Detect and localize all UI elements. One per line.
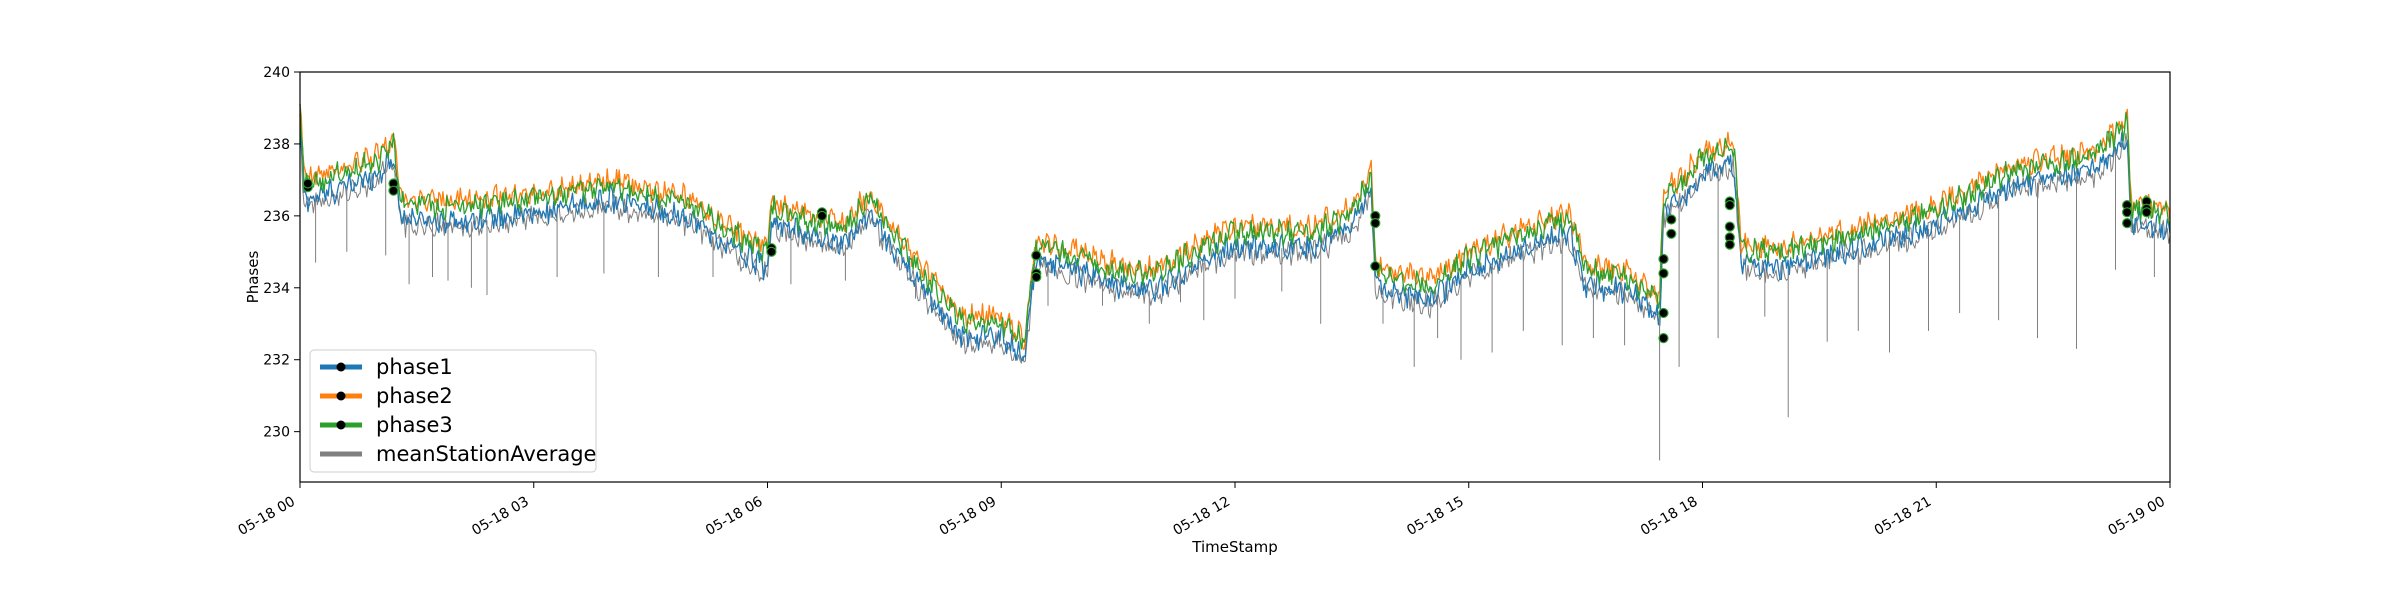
x-tick-label-3: 05-18 09	[937, 494, 1000, 539]
legend-label-meanStationAverage: meanStationAverage	[376, 442, 596, 466]
event-marker-16	[1658, 307, 1669, 319]
event-marker-3	[388, 185, 399, 196]
event-marker-19	[1666, 228, 1677, 239]
legend-marker-phase2	[336, 391, 346, 401]
y-tick-label-4: 238	[263, 137, 290, 153]
series-line-phase3	[299, 103, 2171, 350]
x-tick-label-2: 05-18 06	[703, 494, 766, 539]
legend-marker-phase3	[336, 420, 346, 430]
x-tick-label-6: 05-18 18	[1638, 494, 1701, 539]
legend-items: phase1 phase2 phase3 meanStationAverage	[320, 355, 596, 466]
x-axis-label: TimeStamp	[1191, 538, 1277, 556]
legend-label-phase3: phase3	[376, 413, 453, 437]
y-tick-label-1: 232	[263, 353, 290, 369]
marker-layer	[302, 178, 2152, 344]
event-marker-13	[1370, 261, 1381, 272]
event-marker-5	[766, 246, 777, 257]
legend-label-phase1: phase1	[376, 355, 453, 379]
x-axis-ticks: 05-18 00 05-18 03 05-18 06 05-18 09 05-18 12…	[235, 482, 2171, 539]
legend: phase1 phase2 phase3 meanStationAverage	[309, 349, 597, 473]
x-tick-label-8: 05-19 00	[2105, 494, 2168, 539]
event-marker-14	[1658, 253, 1669, 265]
event-marker-1	[302, 178, 313, 189]
x-tick-label-4: 05-18 12	[1170, 494, 1233, 539]
y-tick-label-5: 240	[263, 65, 290, 81]
y-tick-label-0: 230	[263, 425, 290, 441]
legend-box	[309, 349, 597, 473]
x-tick-label-7: 05-18 21	[1872, 494, 1935, 539]
event-marker-26	[2122, 207, 2133, 218]
event-marker-7	[816, 210, 828, 221]
y-tick-label-3: 236	[263, 209, 290, 225]
event-marker-18	[1666, 214, 1677, 225]
y-tick-label-2: 234	[263, 281, 290, 297]
event-marker-27	[2122, 218, 2133, 229]
x-tick-label-1: 05-18 03	[469, 494, 532, 539]
x-tick-label-5: 05-18 15	[1404, 494, 1467, 539]
event-marker-15	[1658, 268, 1669, 279]
legend-label-phase2: phase2	[376, 384, 453, 408]
event-marker-12	[1370, 218, 1381, 229]
y-axis-ticks: 230 232 234 236 238 240	[263, 65, 300, 441]
y-axis-label: Phases	[244, 251, 262, 304]
event-marker-24	[1724, 239, 1735, 250]
event-marker-10	[1031, 271, 1042, 283]
x-tick-label-0: 05-18 00	[235, 494, 298, 539]
event-marker-8	[1031, 250, 1042, 261]
event-marker-30	[2141, 207, 2152, 218]
dip-layer	[315, 151, 2155, 461]
legend-marker-phase1	[336, 362, 346, 372]
event-marker-21	[1724, 200, 1735, 211]
event-marker-17	[1658, 333, 1669, 344]
event-marker-22	[1724, 221, 1735, 232]
